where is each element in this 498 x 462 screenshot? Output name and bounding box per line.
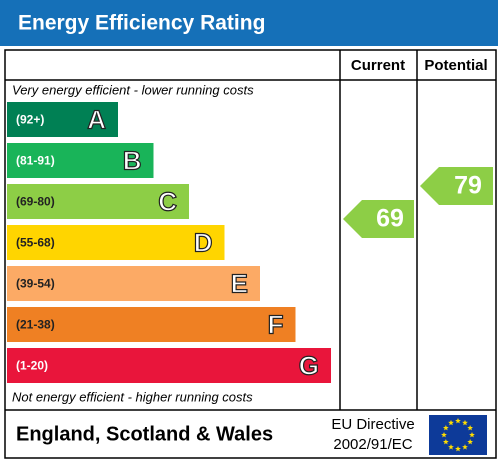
bottom-note: Not energy efficient - higher running co… — [12, 389, 253, 404]
eu-star — [467, 425, 473, 431]
directive: 2002/91/EC — [333, 436, 412, 453]
directive: EU Directive — [331, 416, 414, 433]
potential-value: 79 — [454, 172, 482, 200]
eu-star — [462, 444, 468, 450]
band-letter: D — [194, 227, 213, 257]
band-range: (39-54) — [16, 277, 55, 291]
eu-star — [462, 419, 468, 426]
band-range: (69-80) — [16, 195, 55, 209]
band-letter: A — [87, 104, 106, 134]
frame — [4, 49, 497, 459]
band-letter: G — [299, 350, 319, 380]
eu-star — [469, 432, 475, 438]
band — [7, 348, 331, 383]
band-letter: B — [123, 145, 142, 175]
region: England, Scotland & Wales — [16, 423, 273, 445]
eu-star — [443, 439, 449, 445]
band-range: (92+) — [16, 113, 44, 127]
band-range: (81-91) — [16, 154, 55, 168]
band-letter: F — [268, 309, 284, 339]
band-letter: C — [158, 186, 177, 216]
eu-star — [455, 418, 461, 424]
current-arrow — [343, 200, 414, 238]
title: Energy Efficiency Rating — [18, 12, 265, 35]
eu-star — [467, 439, 473, 445]
band — [7, 184, 189, 219]
eu-star — [455, 446, 461, 452]
eu-star — [448, 419, 454, 426]
band — [7, 143, 154, 178]
eu-star — [443, 425, 449, 431]
column-header: Potential — [424, 57, 487, 74]
current-value: 69 — [376, 205, 404, 233]
band — [7, 102, 118, 137]
band — [7, 225, 225, 260]
column-header: Current — [351, 57, 405, 74]
title-bar — [0, 0, 498, 46]
band-letter: E — [231, 268, 248, 298]
potential-arrow — [420, 167, 493, 205]
band-range: (21-38) — [16, 318, 55, 332]
band — [7, 266, 260, 301]
eu-star — [448, 444, 454, 450]
band-range: (1-20) — [16, 359, 48, 373]
band-range: (55-68) — [16, 236, 55, 250]
top-note: Very energy efficient - lower running co… — [12, 82, 254, 97]
eu-stars — [441, 418, 475, 452]
eu-star — [441, 432, 447, 438]
band — [7, 307, 296, 342]
